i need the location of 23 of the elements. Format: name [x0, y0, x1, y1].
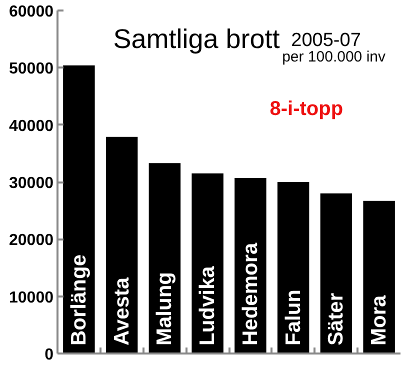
y-tick-label: 0 — [44, 346, 54, 364]
x-tick-label: Hedemora — [238, 242, 262, 346]
y-tick-label: 30000 — [9, 175, 54, 192]
bar — [320, 193, 352, 354]
x-tick-label: Avesta — [110, 277, 134, 346]
bar — [106, 136, 138, 354]
text: Samtliga brott — [113, 24, 280, 54]
y-tick-label: 50000 — [9, 60, 54, 78]
y-tick-label: 10000 — [9, 289, 54, 306]
x-tick-label: Mora — [368, 295, 391, 346]
y-tick-label: 60000 — [9, 4, 54, 20]
x-tick-label: Säter — [324, 292, 348, 346]
annotation: 8-i-topp — [270, 98, 344, 120]
bar — [363, 200, 395, 354]
x-tick-label: Borlänge — [67, 254, 90, 346]
y-tick-label: 40000 — [9, 118, 54, 135]
bar — [277, 182, 310, 354]
y-tick-label: 20000 — [9, 232, 54, 250]
x-tick-label: Falun — [282, 290, 305, 346]
bar — [192, 173, 224, 354]
x-tick-label: Malung — [153, 272, 176, 346]
bar — [63, 65, 95, 354]
x-tick-label: Ludvika — [196, 266, 220, 346]
